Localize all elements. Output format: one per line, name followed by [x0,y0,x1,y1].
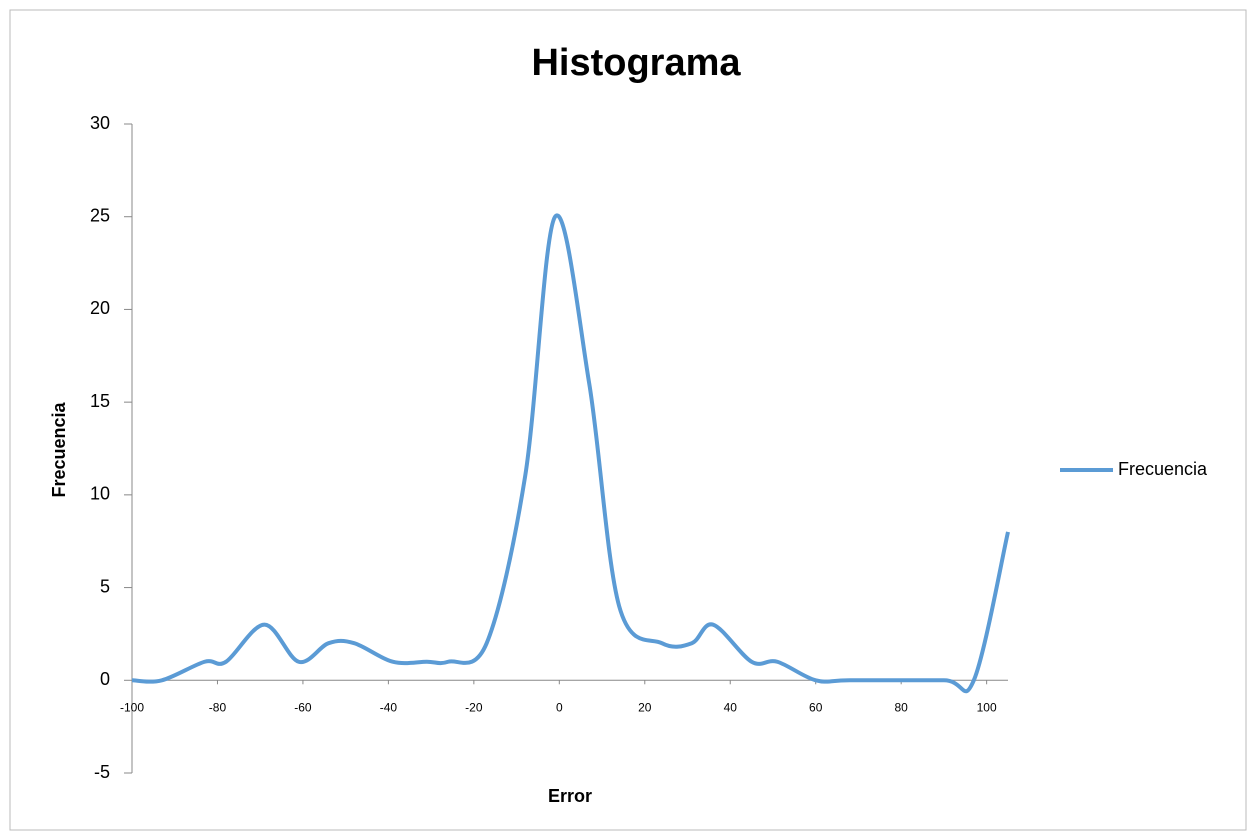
x-tick-label: 20 [638,700,652,714]
y-tick-label: 10 [90,484,110,504]
x-tick-label: -40 [380,700,398,714]
y-tick-label: 0 [100,669,110,689]
y-tick-label: 20 [90,298,110,318]
y-tick-label: 25 [90,205,110,225]
x-tick-label: 100 [977,700,997,714]
y-tick-label: 5 [100,576,110,596]
x-tick-label: 80 [894,700,908,714]
x-tick-label: -20 [465,700,483,714]
x-tick-label: 40 [724,700,738,714]
y-tick-label: 30 [90,113,110,133]
x-tick-label: 0 [556,700,563,714]
x-tick-label: -60 [294,700,312,714]
legend-label: Frecuencia [1118,459,1208,479]
x-tick-label: -80 [209,700,227,714]
y-axis-title: Frecuencia [49,401,69,497]
x-tick-label: -100 [120,700,144,714]
x-axis-title: Error [548,786,592,806]
data-line [131,213,1010,694]
chart-title: Histograma [531,42,741,84]
x-tick-label: 60 [809,700,823,714]
y-tick-label: -5 [94,762,110,782]
chart-frame [9,9,1247,831]
y-tick-label: 15 [90,391,110,411]
